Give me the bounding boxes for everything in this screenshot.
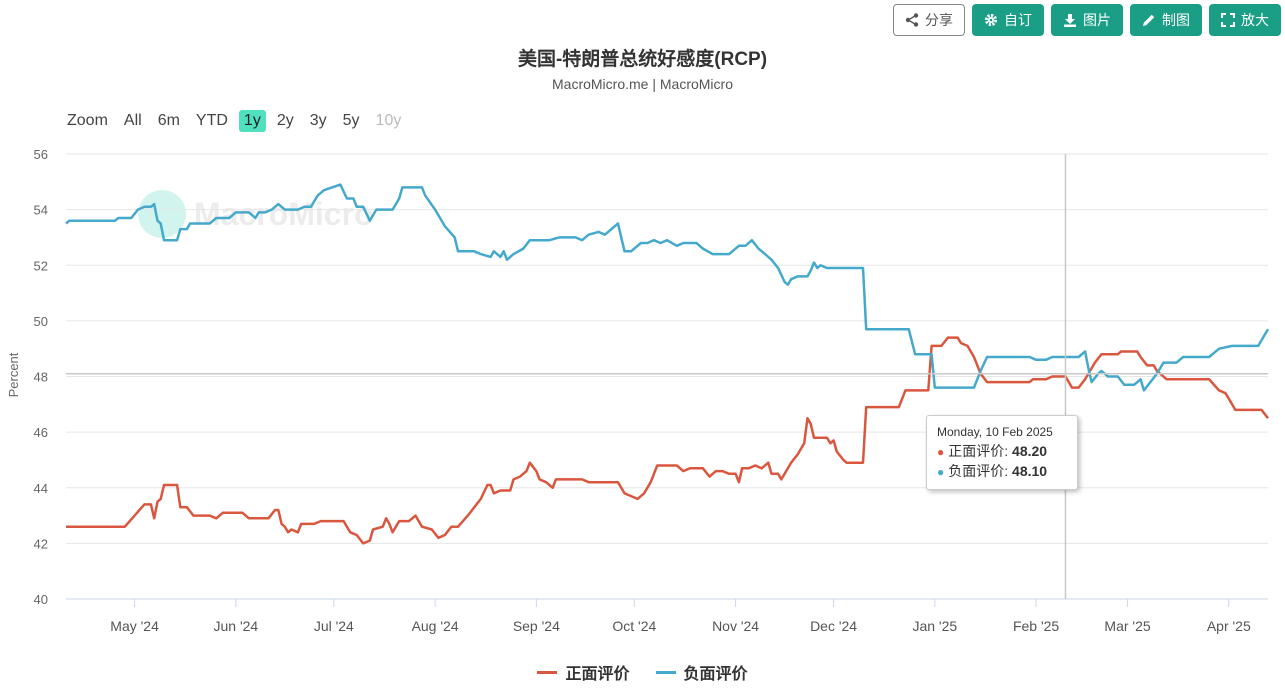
fullscreen-button[interactable]: 放大 (1209, 4, 1281, 36)
y-tick-label: 52 (34, 258, 48, 273)
chart-title: 美国-特朗普总统好感度(RCP) (517, 49, 768, 70)
y-tick-label: 40 (34, 592, 48, 607)
tooltip-row-negative: ● 负面评价: 48.10 (937, 463, 1048, 479)
tooltip-dot-negative: ● (937, 465, 945, 479)
chart-toolbar: 分享 自订 图片 制图 放大 (893, 4, 1281, 36)
range-selector: Zoom All 6m YTD 1y 2y 3y 5y 10y (62, 110, 412, 132)
x-tick-label: Nov '24 (712, 618, 759, 634)
y-tick-label: 54 (34, 203, 48, 218)
y-tick-label: 44 (34, 481, 48, 496)
tooltip-name-positive: 正面评价 (948, 443, 1005, 459)
zoom-label: 放大 (1241, 12, 1269, 28)
x-tick-label: Jan '25 (912, 618, 957, 634)
legend-item-negative[interactable]: 负面评价 (655, 660, 748, 684)
y-tick-label: 46 (34, 425, 48, 440)
subscribe-label: 自订 (1004, 12, 1032, 28)
tooltip-date: Monday, 10 Feb 2025 (937, 425, 1053, 439)
range-3y-button[interactable]: 3y (309, 112, 327, 129)
legend-label-negative: 负面评价 (683, 666, 748, 683)
tooltip-name-negative: 负面评价 (948, 463, 1005, 479)
share-label: 分享 (925, 12, 953, 28)
y-tick-label: 50 (34, 314, 48, 329)
x-tick-label: Feb '25 (1013, 618, 1059, 634)
grid-lines (66, 153, 1268, 600)
gear-icon (984, 13, 998, 27)
x-tick-label: Jul '24 (314, 618, 354, 634)
download-icon (1064, 14, 1076, 27)
y-tick-label: 56 (34, 147, 48, 162)
x-axis: May '24 Jun '24 Jul '24 Aug '24 Sep '24 Oct '… (110, 599, 1251, 634)
range-2y-button[interactable]: 2y (276, 112, 294, 129)
tooltip-value-positive: 48.20 (1012, 443, 1048, 459)
range-selector-label: Zoom (67, 112, 108, 129)
tooltip-value-negative: 48.10 (1012, 463, 1048, 479)
share-button[interactable]: 分享 (893, 4, 965, 36)
x-tick-label: Apr '25 (1207, 618, 1251, 634)
range-all-button[interactable]: All (123, 112, 142, 129)
x-tick-label: Sep '24 (513, 618, 560, 634)
pencil-icon (1143, 14, 1155, 26)
line-chart[interactable]: 40 42 44 46 48 50 52 54 56 May '24 Jun '24 Jul '24… (0, 140, 1285, 640)
legend: 正面评价 负面评价 (0, 660, 1285, 684)
x-tick-label: Dec '24 (810, 618, 857, 634)
share-icon (905, 13, 919, 27)
legend-swatch-positive (537, 670, 558, 674)
download-image-button[interactable]: 图片 (1051, 4, 1123, 36)
draw-label: 制图 (1162, 12, 1190, 28)
y-axis: 40 42 44 46 48 50 52 54 56 (34, 147, 48, 607)
x-tick-label: Jun '24 (213, 618, 258, 634)
range-6m-button[interactable]: 6m (157, 112, 180, 129)
draw-button[interactable]: 制图 (1130, 4, 1202, 36)
tooltip: Monday, 10 Feb 2025 ● 正面评价: 48.20 ● 负面评价: … (926, 415, 1078, 490)
chart-subtitle: MacroMicro.me | MacroMicro (552, 76, 733, 92)
legend-swatch-negative (655, 670, 676, 674)
x-tick-label: May '24 (110, 618, 159, 634)
tooltip-row-positive: ● 正面评价: 48.20 (937, 443, 1048, 459)
crosshair (66, 154, 1268, 599)
range-10y-button[interactable]: 10y (375, 112, 402, 129)
series-line-negative[interactable] (65, 183, 1270, 392)
x-tick-label: Oct '24 (612, 618, 656, 634)
range-ytd-button[interactable]: YTD (195, 112, 228, 129)
expand-icon (1221, 13, 1235, 27)
series-group (65, 183, 1270, 545)
subscribe-button[interactable]: 自订 (972, 4, 1044, 36)
tooltip-dot-positive: ● (937, 445, 945, 459)
x-tick-label: Aug '24 (412, 618, 459, 634)
range-5y-button[interactable]: 5y (342, 112, 360, 129)
image-label: 图片 (1083, 12, 1111, 28)
legend-label-positive: 正面评价 (565, 666, 630, 683)
y-tick-label: 48 (34, 370, 48, 385)
y-axis-label: Percent (6, 352, 21, 397)
watermark: MacroMicro (138, 190, 374, 238)
series-line-positive[interactable] (66, 336, 1269, 545)
range-1y-button[interactable]: 1y (238, 110, 266, 132)
y-tick-label: 42 (34, 536, 48, 551)
legend-item-positive[interactable]: 正面评价 (537, 660, 630, 684)
watermark-text: MacroMicro (194, 195, 374, 232)
x-tick-label: Mar '25 (1104, 618, 1150, 634)
